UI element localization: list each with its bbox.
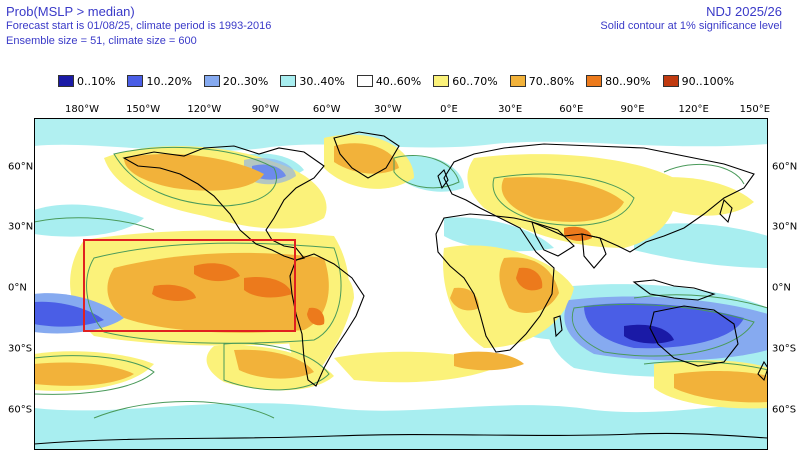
south-atlantic-orange — [454, 351, 524, 371]
tropical-pacific-deep-orange-2 — [152, 284, 196, 301]
longitude-tick-label: 120°W — [187, 104, 222, 115]
legend-item: 10..20% — [127, 74, 192, 88]
atlantic-east-orange — [450, 287, 479, 311]
latitude-tick-label: 0°N — [772, 282, 791, 294]
latitude-tick-label: 30°S — [8, 343, 33, 355]
longitude-tick-label: 180°W — [65, 104, 99, 115]
latitude-tick-label: 60°N — [8, 161, 34, 173]
legend-swatch — [58, 75, 74, 87]
east-africa-deep-orange — [516, 267, 543, 291]
latitude-tick-label: 60°N — [772, 161, 798, 173]
legend-label: 20..30% — [222, 74, 269, 88]
coast-africa — [435, 213, 555, 353]
longitude-tick-label: 120°E — [678, 104, 709, 115]
map-area — [34, 118, 768, 450]
latitude-tick-label: 60°S — [772, 404, 797, 415]
forecast-info: Forecast start is 01/08/25, climate peri… — [6, 20, 272, 32]
latitude-tick-label: 60°S — [8, 404, 33, 415]
longitude-tick-label: 90°E — [620, 104, 645, 115]
probability-map — [34, 118, 768, 450]
longitude-tick-label: 60°W — [312, 104, 341, 115]
legend-item: 30..40% — [280, 74, 345, 88]
longitude-tick-label: 90°W — [251, 104, 280, 115]
coast-japan — [719, 198, 733, 224]
latitude-tick-label: 30°N — [8, 221, 34, 233]
australia-blue-dark — [624, 324, 674, 344]
north-america-orange — [124, 153, 264, 191]
legend-item: 80..90% — [586, 74, 651, 88]
legend-swatch — [433, 75, 450, 87]
forecast-period: NDJ 2025/26 — [706, 4, 782, 19]
longitude-tick-label: 150°W — [126, 104, 161, 115]
latitude-tick-label: 30°N — [772, 221, 798, 233]
longitude-tick-label: 0°E — [440, 104, 458, 115]
southeast-pacific-orange — [234, 349, 314, 379]
indian-ocean-cyan — [444, 217, 554, 252]
tropical-pacific-deep-orange-1 — [194, 263, 240, 282]
coast-australia — [649, 305, 739, 367]
map-title: Prob(MSLP > median) — [6, 4, 135, 19]
longitude-tick-label: 30°W — [374, 104, 402, 115]
southeast-indian-orange — [674, 370, 768, 403]
coast-eurasia — [443, 143, 755, 253]
australia-blue-mid — [584, 303, 744, 349]
legend-label: 80..90% — [605, 74, 651, 88]
south-pacific-west-orange — [34, 362, 134, 386]
ensemble-info: Ensemble size = 51, climate size = 600 — [6, 35, 197, 47]
legend-label: 60..70% — [452, 74, 498, 88]
legend-swatch — [127, 75, 144, 87]
tropical-pacific-orange — [107, 252, 329, 333]
significance-note: Solid contour at 1% significance level — [600, 20, 782, 32]
legend-swatch — [356, 75, 373, 87]
legend-item: 60..70% — [433, 74, 498, 88]
longitude-tick-label: 30°E — [498, 104, 523, 115]
legend-swatch — [203, 75, 220, 87]
highlight-box — [83, 239, 296, 332]
legend-label: 70..80% — [528, 74, 575, 88]
legend: 0..10% 10..20% 20..30% 30..40% 40..60% 60..70… — [58, 73, 746, 89]
coast-antarctica — [34, 432, 768, 445]
legend-label: 0..10% — [77, 74, 116, 88]
coast-madagascar — [553, 315, 563, 338]
legend-label: 40..60% — [375, 74, 422, 88]
coast-north-america — [122, 145, 325, 261]
latitude-tick-label: 0°N — [8, 282, 27, 294]
himalaya-deep-orange — [564, 226, 592, 241]
title-block: Prob(MSLP > median) Forecast start is 01… — [6, 4, 271, 49]
legend-item: 70..80% — [509, 74, 575, 88]
coast-indonesia — [632, 279, 716, 301]
east-asia-yellow — [654, 177, 754, 216]
title-right: NDJ 2025/26 Solid contour at 1% signific… — [600, 4, 782, 34]
coast-greenland — [333, 131, 400, 179]
coast-arabia — [531, 221, 575, 257]
prob-70-80-regions — [34, 143, 768, 403]
coast-india — [581, 233, 607, 269]
coast-uk — [437, 169, 449, 190]
arctic-band — [34, 118, 768, 152]
south-america-deep-orange — [307, 307, 325, 326]
longitude-tick-label: 60°E — [559, 104, 584, 115]
legend-swatch — [280, 75, 297, 87]
legend-label: 90..100% — [681, 74, 735, 88]
eurasia-orange — [501, 177, 624, 222]
north-pacific-west-cyan — [34, 204, 144, 237]
legend-item: 90..100% — [662, 74, 735, 88]
legend-swatch — [586, 75, 603, 87]
longitude-tick-label: 150°E — [739, 104, 771, 115]
legend-item: 0..10% — [58, 75, 115, 88]
tropical-pacific-deep-orange-3 — [244, 276, 292, 298]
prob-80-90-regions — [152, 226, 592, 326]
legend-label: 10..20% — [146, 74, 192, 88]
legend-label: 30..40% — [299, 74, 345, 88]
legend-item: 40..60% — [356, 74, 422, 88]
latitude-tick-label: 30°S — [772, 343, 797, 355]
legend-swatch — [509, 75, 526, 87]
legend-swatch — [662, 75, 679, 87]
south-pacific-blue-mid — [34, 301, 104, 327]
coast-new-zealand — [757, 360, 768, 382]
legend-item: 20..30% — [203, 74, 269, 88]
